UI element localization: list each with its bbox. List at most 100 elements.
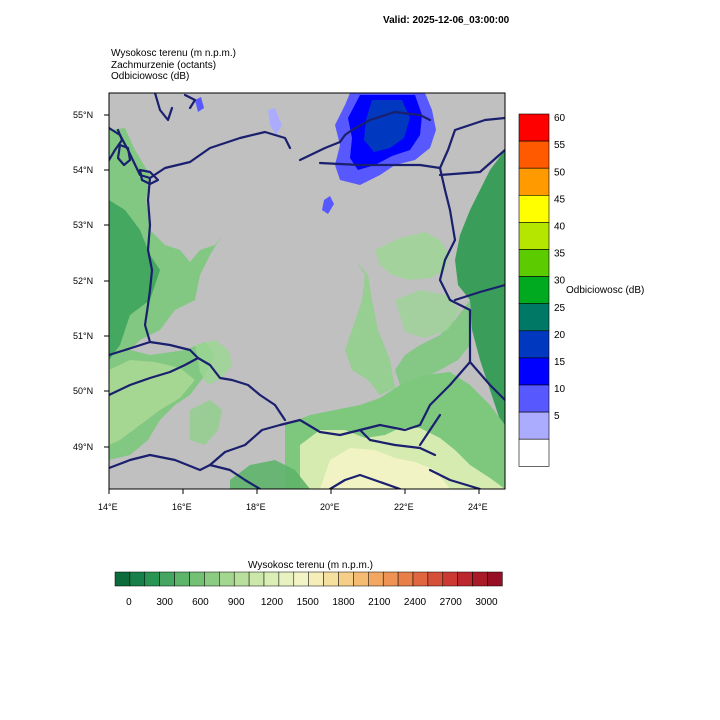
terrain-podlasie (375, 232, 450, 280)
terrain-colorbar-box (368, 571, 384, 587)
reflectivity-colorbar-label: 25 (554, 303, 566, 314)
reflectivity-colorbar-box (518, 384, 550, 413)
reflectivity-colorbar-label: 40 (554, 222, 566, 233)
reflectivity-colorbar-label: 10 (554, 384, 566, 395)
coastline-hel (298, 140, 342, 162)
terrain-colorbar-label: 1800 (332, 597, 355, 608)
lat-tick-label: 51°N (73, 331, 93, 341)
terrain-colorbar-box (159, 571, 175, 587)
terrain-colorbar-box (278, 571, 295, 587)
terrain-colorbar-box (219, 571, 235, 587)
reflectivity-colorbar-box (518, 411, 550, 440)
border-germany-czech (109, 356, 200, 397)
terrain-colorbar-label: 0 (126, 597, 132, 608)
border-belarus (438, 166, 505, 402)
terrain-moravia (190, 400, 222, 445)
lat-tick-label: 52°N (73, 276, 93, 286)
lat-tick-label: 49°N (73, 442, 93, 452)
border-germany-poland (143, 176, 154, 344)
title-clouds: Zachmurzenie (octants) (111, 60, 217, 71)
terrain-polesie (395, 290, 460, 338)
reflectivity-colorbar-label: 45 (554, 194, 566, 205)
reflectivity-colorbar-label: 55 (554, 140, 566, 151)
terrain-colorbar-box (204, 571, 220, 587)
terrain-colorbar-box (293, 571, 309, 587)
border-slovakia (208, 418, 362, 467)
terrain-colorbar-label: 1200 (261, 597, 284, 608)
reflectivity-colorbar-label: 60 (554, 113, 566, 124)
borders (109, 93, 505, 489)
title-reflectivity: Odbiciowosc (dB) (111, 71, 190, 82)
terrain-colorbar-box (248, 571, 265, 587)
terrain-colorbar-box (308, 571, 324, 587)
lon-tick-label: 14°E (98, 502, 118, 512)
terrain-east (455, 150, 505, 440)
title-terrain: Wysokosc terenu (m n.p.m.) (111, 48, 236, 59)
coastline-denmark (153, 93, 174, 122)
reflectivity-colorbar-label: 5 (554, 411, 560, 422)
map-area (109, 93, 505, 489)
border-lat-belarus (438, 148, 505, 177)
lon-tick-label: 24°E (468, 502, 488, 512)
reflectivity-colorbar-box (518, 195, 550, 223)
terrain-colorbar-label: 2100 (368, 597, 391, 608)
terrain-colorbar-label: 2400 (404, 597, 427, 608)
lon-tick-label: 18°E (246, 502, 266, 512)
terrain-colorbar-box (323, 571, 339, 587)
terrain-colorbar-label: 1500 (297, 597, 320, 608)
reflectivity-colorbar-label: 15 (554, 357, 566, 368)
reflectivity-colorbar-label: 50 (554, 167, 566, 178)
terrain-colorbar-title: Wysokosc terenu (m n.p.m.) (248, 560, 373, 571)
coastline-east (338, 110, 432, 144)
border-slovak-hungary (358, 428, 437, 457)
terrain-colorbar-label: 3000 (475, 597, 498, 608)
lon-tick-label: 22°E (394, 502, 414, 512)
border-lithuania (438, 116, 505, 170)
coastline-germany (109, 128, 124, 162)
terrain-west-dark (109, 200, 160, 360)
lat-tick-label: 53°N (73, 220, 93, 230)
terrain-colorbar: 0 300 600 900 1200 1500 1800 2100 2400 2700 3000 (114, 571, 503, 608)
border-ukraine-south (418, 413, 442, 447)
terrain-colorbar-box (338, 571, 354, 587)
map-frame (108, 92, 506, 490)
lat-tick-label: 55°N (73, 110, 93, 120)
reflectivity-colorbar-label: 30 (554, 276, 566, 287)
terrain-colorbar-box (144, 571, 160, 587)
reflectivity-colorbar-box (518, 276, 550, 305)
reflectivity-colorbar-box (518, 438, 550, 467)
terrain-colorbar-box (457, 571, 473, 587)
terrain-colorbar-box (233, 571, 250, 587)
terrain-colorbar-box (397, 571, 414, 587)
island-rugen (116, 143, 132, 167)
lat-tick-label: 54°N (73, 165, 93, 175)
lon-axis: 14°E 16°E 18°E 20°E 22°E 24°E (98, 489, 488, 512)
terrain-sudety (195, 340, 232, 385)
terrain-colorbar-label: 300 (156, 597, 173, 608)
reflectivity-colorbar-box (518, 303, 550, 332)
terrain-colorbar-box (382, 571, 399, 587)
terrain-colorbar-box (472, 571, 488, 587)
terrain-colorbar-label: 900 (228, 597, 245, 608)
border-czech (109, 453, 212, 472)
border-kaliningrad (318, 161, 442, 170)
reflectivity-colorbar-box (518, 330, 550, 359)
reflectivity-colorbar-box (518, 249, 550, 277)
lat-axis: 55°N 54°N 53°N 52°N 51°N 50°N 49°N (73, 110, 109, 452)
border-roman (428, 468, 482, 489)
terrain-colorbar-label: 2700 (440, 597, 463, 608)
terrain-colorbar-box (412, 571, 429, 587)
reflectivity-colorbar: 60 55 50 45 40 35 30 25 20 15 10 5 (518, 113, 566, 467)
terrain-tatra-peaks (320, 448, 450, 489)
reflectivity-colorbar-box (518, 167, 550, 196)
terrain-colorbar-box (427, 571, 444, 587)
reflectivity-colorbar-label: 35 (554, 249, 566, 260)
terrain-colorbar-box (263, 571, 280, 587)
reflectivity-colorbar-title: Odbiciowosc (dB) (566, 285, 645, 296)
terrain-colorbar-box (174, 571, 190, 587)
lon-tick-label: 20°E (320, 502, 340, 512)
terrain-colorbar-box (129, 571, 146, 587)
terrain-colorbar-box (487, 571, 503, 587)
reflectivity-cell-north (195, 97, 204, 112)
